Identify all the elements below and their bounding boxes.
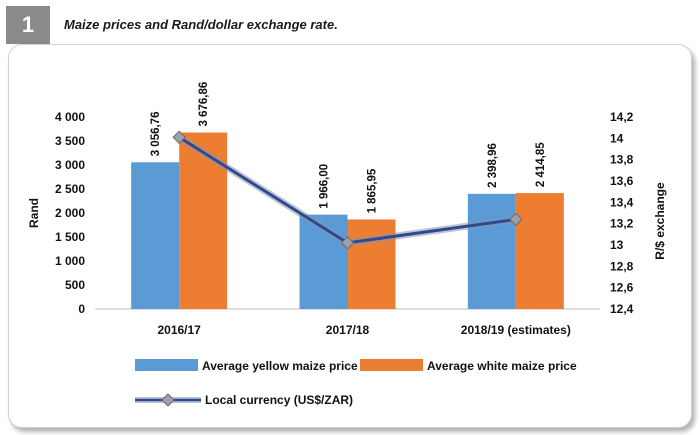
y-tick-label: 2 000 xyxy=(55,206,85,220)
y2-tick-label: 14,2 xyxy=(610,110,634,124)
legend-swatch xyxy=(135,359,198,371)
bar-value-label: 3 056,76 xyxy=(150,112,162,157)
figure-title: Maize prices and Rand/dollar exchange ra… xyxy=(64,17,338,32)
x-tick-label: 2017/18 xyxy=(326,323,370,337)
x-tick-label: 2018/19 (estimates) xyxy=(461,323,571,337)
legend-label: Average white maize price xyxy=(427,359,577,373)
y-tick-label: 0 xyxy=(78,302,85,316)
legend-label: Local currency (US$/ZAR) xyxy=(205,393,353,407)
y-axis-label: Rand xyxy=(27,198,41,228)
x-tick-label: 2016/17 xyxy=(157,323,201,337)
exchange-line xyxy=(172,130,523,250)
y2-tick-label: 13,2 xyxy=(610,217,634,231)
y-tick-label: 1 000 xyxy=(55,254,85,268)
bar-value-label: 3 676,86 xyxy=(198,82,210,127)
category-labels: 2016/17 2017/18 2018/19 (estimates) xyxy=(157,323,570,337)
y-tick-label: 1 500 xyxy=(55,230,85,244)
y-tick-label: 3 500 xyxy=(55,134,85,148)
y2-tick-label: 13,4 xyxy=(610,195,634,209)
bar xyxy=(131,162,180,309)
y2-tick-label: 12,6 xyxy=(610,281,634,295)
exchange-point-marker xyxy=(172,130,186,144)
right-axis: 12,4 12,6 12,8 13 13,2 13,4 13,6 13,8 14 14,2 xyxy=(610,110,634,316)
bar xyxy=(467,193,516,309)
y2-tick-label: 13 xyxy=(610,238,624,252)
bar xyxy=(347,219,396,309)
exchange-point-marker xyxy=(509,212,523,227)
bar xyxy=(515,193,564,309)
figure-number-badge: 1 xyxy=(6,6,50,44)
legend-label: Average yellow maize price xyxy=(202,359,358,373)
y2-tick-label: 12,4 xyxy=(610,302,634,316)
y-tick-label: 500 xyxy=(65,278,85,292)
legend-marker xyxy=(161,393,175,407)
bar-value-label: 2 414,85 xyxy=(535,142,547,187)
y-tick-label: 4 000 xyxy=(55,110,85,124)
bar-value-label: 2 398,96 xyxy=(487,143,499,188)
y2-tick-label: 12,8 xyxy=(610,259,634,273)
y-tick-label: 3 000 xyxy=(55,158,85,172)
bar-value-label: 1 865,95 xyxy=(367,168,379,213)
y2-axis-label: R/$ exchange xyxy=(653,182,667,260)
y-tick-label: 2 500 xyxy=(55,182,85,196)
bars: 3 056,76 1 966,00 2 398,96 3 676,86 1 865,95… xyxy=(131,82,564,309)
y2-tick-label: 13,6 xyxy=(610,174,634,188)
legend-swatch xyxy=(360,359,423,371)
y2-tick-label: 13,8 xyxy=(610,153,634,167)
y2-tick-label: 14 xyxy=(610,131,624,145)
legend: Average yellow maize price Average white … xyxy=(135,359,577,407)
bar-value-label: 1 966,00 xyxy=(319,164,331,209)
exchange-point-marker xyxy=(340,236,355,250)
left-axis: 0 500 1 000 1 500 2 000 2 500 3 000 3 500 4 000 xyxy=(55,110,85,316)
